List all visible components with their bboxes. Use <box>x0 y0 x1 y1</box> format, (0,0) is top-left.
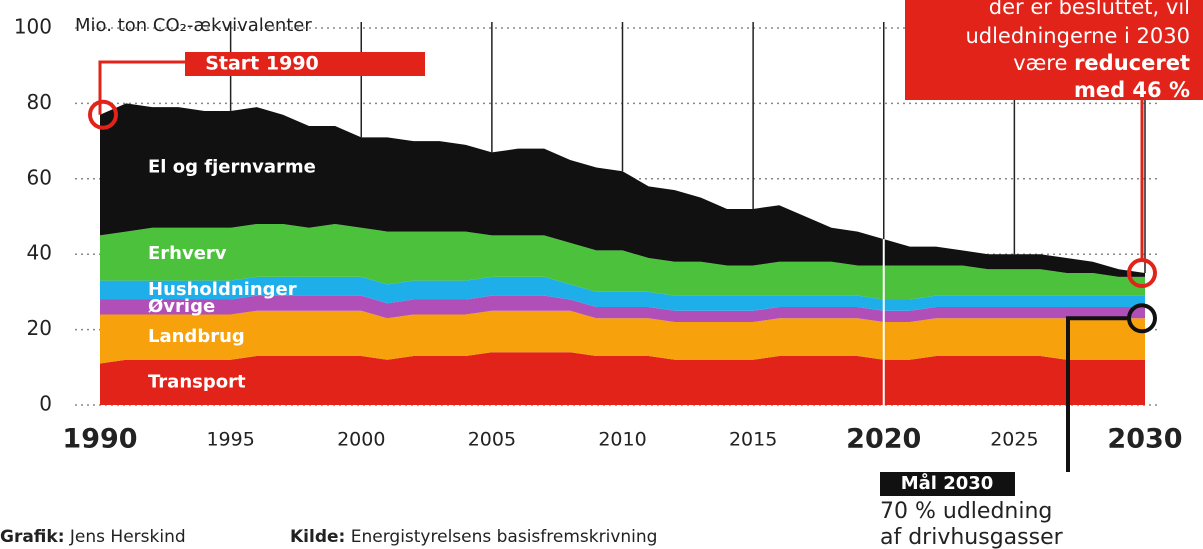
y-tick-label: 60 <box>27 165 52 189</box>
x-tick-label: 2015 <box>729 429 777 451</box>
y-tick-label: 40 <box>27 241 52 265</box>
series-label: Landbrug <box>148 326 245 347</box>
connector <box>1066 316 1130 472</box>
x-tick-label: 1990 <box>62 424 137 455</box>
y-tick-label: 20 <box>27 316 52 340</box>
goal-circle <box>1127 303 1157 334</box>
area <box>100 352 1145 405</box>
y-tick-label: 100 <box>14 15 52 39</box>
start-box <box>185 52 425 76</box>
source: Energistyrelsens basisfremskrivning <box>345 527 657 547</box>
series-label: El og fjernvarme <box>148 156 316 177</box>
series-label: Øvrige <box>148 296 215 317</box>
goal-text: være <box>1013 51 1074 75</box>
x-tick-label: 2000 <box>337 429 385 451</box>
footer: Kilde: Energistyrelsens basisfremskrivni… <box>290 527 657 547</box>
goal-title-box <box>880 472 1015 496</box>
goal-text-bold: med 46 % <box>1074 78 1190 102</box>
x-tick-label: 2025 <box>990 429 1038 451</box>
goal-text: udledningerne i 2030 <box>965 24 1190 48</box>
y-tick-label: 0 <box>39 392 52 416</box>
credit: Jens Herskind <box>65 527 186 547</box>
start-circle <box>88 99 118 130</box>
x-tick-label: 2010 <box>598 429 646 451</box>
series-label: Erhverv <box>148 243 227 264</box>
connector <box>98 60 185 115</box>
y-tick-label: 80 <box>27 90 52 114</box>
x-tick-label: 2005 <box>468 429 516 451</box>
end-circle <box>1127 258 1157 289</box>
area <box>100 310 1145 364</box>
area <box>100 103 1145 277</box>
goal-caption: af drivhusgasser <box>880 525 1064 549</box>
x-tick-label: 2030 <box>1107 424 1182 455</box>
goal-text: være reduceret <box>1013 51 1190 75</box>
goal-text-bold: reduceret <box>1074 51 1190 75</box>
x-tick-label: 2020 <box>846 424 921 455</box>
goal-text: der er besluttet, vil <box>989 0 1190 19</box>
x-tick-label: 1995 <box>206 429 254 451</box>
credit-label: Grafik: <box>0 527 65 547</box>
source-label: Kilde: <box>290 527 345 547</box>
goal-box <box>905 0 1203 100</box>
goal-caption: 70 % udledning <box>880 499 1052 524</box>
series-label: Husholdninger <box>148 279 297 300</box>
footer: Grafik: Jens Herskind <box>0 527 186 547</box>
goal-title: Mål 2030 <box>901 472 994 494</box>
y-axis-label: Mio. ton CO₂-ækvivalenter <box>75 15 312 36</box>
series-label: Transport <box>148 371 246 392</box>
start-label: Start 1990 <box>205 53 319 75</box>
